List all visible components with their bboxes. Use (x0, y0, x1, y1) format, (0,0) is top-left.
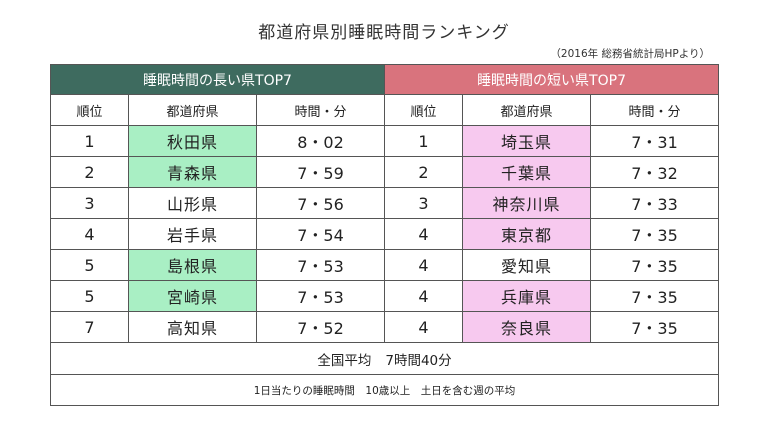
long-time-cell: 7・56 (255, 187, 386, 219)
short-prefecture-cell: 東京都 (462, 218, 592, 250)
short-time-cell: 7・32 (590, 156, 720, 188)
short-prefecture-cell: 兵庫県 (462, 280, 592, 312)
short-prefecture-cell: 埼玉県 (462, 125, 592, 157)
short-prefecture-cell: 千葉県 (462, 156, 592, 188)
time-column-header: 時間・分 (255, 94, 386, 126)
short-time-cell: 7・33 (590, 187, 720, 219)
time-column-header: 時間・分 (590, 94, 720, 126)
prefecture-column-header: 都道府県 (462, 94, 592, 126)
national-average-label: 全国平均 (317, 352, 372, 369)
table-row: 1 秋田県 8・02 1 埼玉県 7・31 (50, 125, 720, 157)
long-time-cell: 7・53 (255, 280, 386, 312)
footnote: 1日当たりの睡眠時間 10歳以上 土日を含む週の平均 (49, 374, 720, 406)
short-rank-cell: 3 (384, 187, 464, 219)
long-rank-cell: 3 (50, 187, 129, 219)
long-prefecture-cell: 島根県 (128, 249, 257, 281)
long-rank-cell: 7 (50, 311, 129, 343)
long-sleep-header: 睡眠時間の長い県TOP7 (49, 64, 386, 95)
long-rank-cell: 2 (50, 156, 129, 188)
long-time-cell: 7・59 (255, 156, 386, 188)
national-average-cell: 全国平均 7時間40分 (49, 342, 720, 375)
ranking-table: 睡眠時間の長い県TOP7 睡眠時間の短い県TOP7 順位 都道府県 時間・分 順… (49, 64, 720, 406)
table-row: 3 山形県 7・56 3 神奈川県 7・33 (50, 187, 720, 219)
short-prefecture-cell: 愛知県 (462, 249, 592, 281)
long-time-cell: 8・02 (255, 125, 386, 157)
page-title: 都道府県別睡眠時間ランキング (258, 23, 510, 43)
long-rank-cell: 1 (50, 125, 129, 157)
short-rank-cell: 4 (384, 311, 464, 343)
long-prefecture-cell: 山形県 (128, 187, 257, 219)
long-time-cell: 7・54 (255, 218, 386, 250)
long-time-cell: 7・53 (255, 249, 386, 281)
long-prefecture-cell: 青森県 (128, 156, 257, 188)
table-row: 5 島根県 7・53 4 愛知県 7・35 (50, 249, 720, 281)
rank-column-header: 順位 (384, 94, 464, 126)
rank-column-header: 順位 (50, 94, 129, 126)
short-rank-cell: 4 (384, 249, 464, 281)
footnote-row: 1日当たりの睡眠時間 10歳以上 土日を含む週の平均 (49, 374, 720, 406)
source-note: （2016年 総務省統計局HPより） (550, 48, 710, 60)
long-rank-cell: 4 (50, 218, 129, 250)
long-rank-cell: 5 (50, 280, 129, 312)
short-time-cell: 7・35 (590, 218, 720, 250)
long-time-cell: 7・52 (255, 311, 386, 343)
short-rank-cell: 2 (384, 156, 464, 188)
short-prefecture-cell: 神奈川県 (462, 187, 592, 219)
short-prefecture-cell: 奈良県 (462, 311, 592, 343)
prefecture-column-header: 都道府県 (128, 94, 257, 126)
national-average-row: 全国平均 7時間40分 (49, 342, 720, 375)
long-prefecture-cell: 高知県 (128, 311, 257, 343)
short-time-cell: 7・35 (590, 311, 720, 343)
long-prefecture-cell: 宮崎県 (128, 280, 257, 312)
short-time-cell: 7・35 (590, 249, 720, 281)
table-row: 5 宮崎県 7・53 4 兵庫県 7・35 (50, 280, 720, 312)
table-row: 2 青森県 7・59 2 千葉県 7・32 (50, 156, 720, 188)
table-row: 7 高知県 7・52 4 奈良県 7・35 (50, 311, 720, 343)
long-prefecture-cell: 秋田県 (128, 125, 257, 157)
short-sleep-header: 睡眠時間の短い県TOP7 (384, 64, 720, 95)
short-time-cell: 7・31 (590, 125, 720, 157)
long-rank-cell: 5 (50, 249, 129, 281)
national-average-value: 7時間40分 (385, 352, 452, 369)
short-rank-cell: 4 (384, 280, 464, 312)
short-rank-cell: 1 (384, 125, 464, 157)
short-time-cell: 7・35 (590, 280, 720, 312)
short-rank-cell: 4 (384, 218, 464, 250)
long-prefecture-cell: 岩手県 (128, 218, 257, 250)
table-row: 4 岩手県 7・54 4 東京都 7・35 (50, 218, 720, 250)
